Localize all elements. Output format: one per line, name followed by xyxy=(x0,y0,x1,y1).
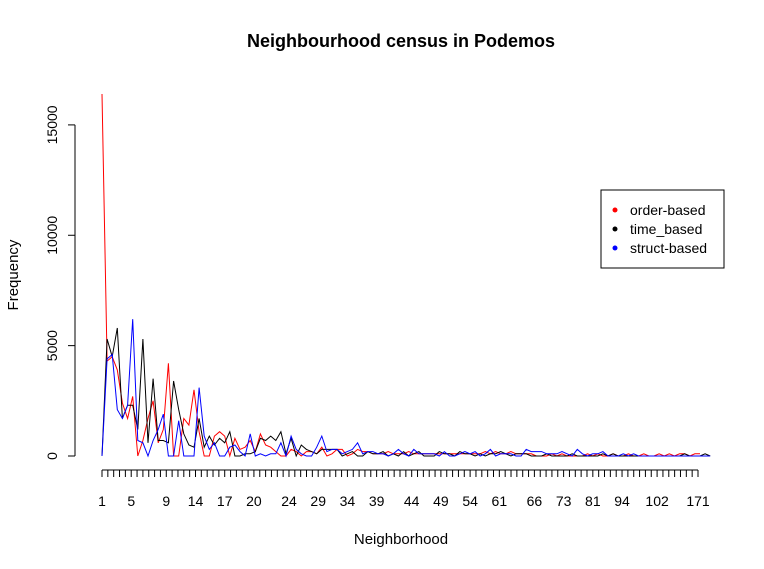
legend-box xyxy=(600,189,725,269)
x-tick-label: 49 xyxy=(433,493,449,509)
legend: order-based time_based struct-based xyxy=(600,189,725,269)
y-tick-label: 0 xyxy=(44,452,60,460)
x-tick-label: 54 xyxy=(462,493,478,509)
legend-label: struct-based xyxy=(630,240,707,256)
y-tick-label: 15000 xyxy=(44,105,60,144)
x-tick-label: 14 xyxy=(188,493,204,509)
x-tick-label: 5 xyxy=(127,493,135,509)
x-tick-label: 61 xyxy=(492,493,508,509)
y-tick-label: 10000 xyxy=(44,216,60,255)
x-axis: 1 5 9 14 17 20 24 29 34 39 44 49 54 61 66 73 81 94 102 171 xyxy=(98,469,710,509)
x-tick-label: 44 xyxy=(404,493,420,509)
x-tick-label: 73 xyxy=(556,493,572,509)
x-tick-label: 102 xyxy=(645,493,669,509)
series-line-struct-based xyxy=(101,319,711,458)
x-axis-label: Neighborhood xyxy=(354,531,448,548)
legend-marker xyxy=(612,207,618,213)
series-line-order-based xyxy=(101,93,700,458)
x-tick-label: 171 xyxy=(686,493,710,509)
x-tick-label: 17 xyxy=(217,493,233,509)
x-tick-label: 1 xyxy=(98,493,106,509)
legend-label: order-based xyxy=(630,202,706,218)
y-axis-label: Frequency xyxy=(5,239,22,310)
legend-label: time_based xyxy=(630,221,702,237)
chart-title: Neighbourhood census in Podemos xyxy=(247,31,555,51)
legend-marker xyxy=(612,226,618,232)
x-tick-label: 29 xyxy=(310,493,326,509)
x-tick-label: 39 xyxy=(369,493,385,509)
x-tick-label: 94 xyxy=(614,493,630,509)
legend-marker xyxy=(612,245,618,251)
y-tick-label: 5000 xyxy=(44,330,60,361)
x-tick-label: 34 xyxy=(340,493,356,509)
y-axis: 0 5000 10000 15000 xyxy=(44,105,76,460)
x-tick-label: 66 xyxy=(527,493,543,509)
series-layer xyxy=(101,93,711,458)
x-tick-label: 20 xyxy=(246,493,262,509)
x-tick-label: 9 xyxy=(162,493,170,509)
x-tick-label: 81 xyxy=(585,493,601,509)
x-tick-label: 24 xyxy=(281,493,297,509)
